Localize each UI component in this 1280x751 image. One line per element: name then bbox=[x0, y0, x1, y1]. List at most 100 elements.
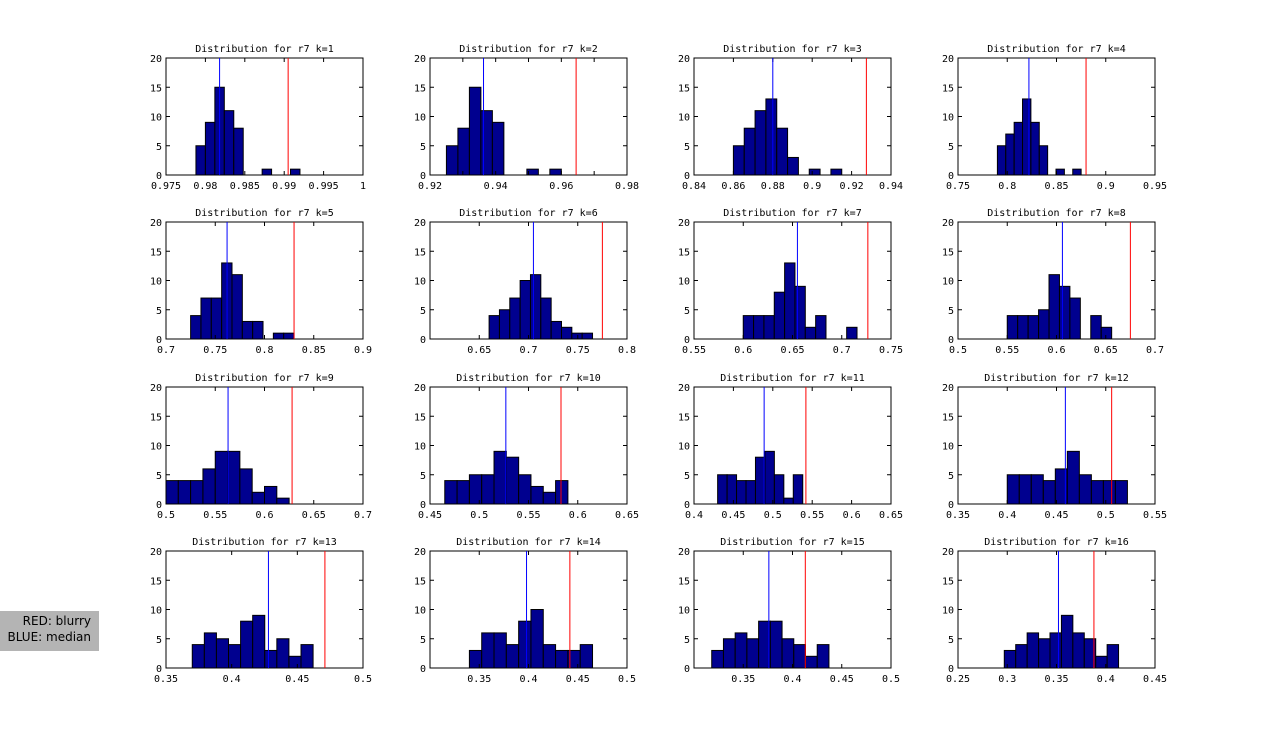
x-tick-label: 0.75 bbox=[566, 345, 590, 356]
x-tick-label: 0.92 bbox=[418, 181, 442, 192]
y-tick-label: 20 bbox=[942, 383, 954, 394]
y-tick-label: 20 bbox=[678, 383, 690, 394]
histogram-bar bbox=[787, 156, 799, 176]
histogram-bar bbox=[498, 309, 511, 340]
histogram-bar bbox=[1005, 133, 1015, 176]
x-tick-label: 0.92 bbox=[840, 181, 864, 192]
histogram-bar bbox=[1038, 638, 1051, 669]
y-tick-label: 20 bbox=[678, 54, 690, 65]
x-tick-label: 0.9 bbox=[354, 345, 372, 356]
x-tick-label: 0.75 bbox=[879, 345, 903, 356]
x-tick-label: 0.8 bbox=[998, 181, 1016, 192]
y-tick-label: 5 bbox=[156, 306, 162, 317]
histogram-panel: Distribution for r7 k=3 0 5 10 15 20 0.84 0.86 0… bbox=[678, 44, 903, 192]
x-tick-label: 0.96 bbox=[549, 181, 573, 192]
y-tick-label: 15 bbox=[150, 247, 162, 258]
x-tick-label: 0.35 bbox=[467, 674, 491, 685]
histogram-bar bbox=[283, 332, 295, 340]
y-tick-label: 0 bbox=[420, 171, 426, 182]
histogram-bar bbox=[1058, 285, 1071, 340]
histogram-bar bbox=[264, 649, 278, 669]
histogram-panel: Distribution for r7 k=11 0 5 10 15 20 0.4 0.45 0… bbox=[678, 373, 903, 521]
panel-title: Distribution for r7 k=6 bbox=[459, 208, 597, 219]
x-tick-label: 0.995 bbox=[309, 181, 339, 192]
y-tick-label: 20 bbox=[678, 547, 690, 558]
histogram-bar bbox=[215, 638, 230, 669]
panel-title: Distribution for r7 k=12 bbox=[984, 373, 1129, 384]
x-tick-label: 0.8 bbox=[255, 345, 273, 356]
panel-title: Distribution for r7 k=10 bbox=[456, 373, 601, 384]
x-tick-label: 0.9 bbox=[803, 181, 821, 192]
histogram-bar bbox=[765, 98, 778, 176]
histogram-bar bbox=[1048, 274, 1060, 340]
histogram-bar bbox=[190, 480, 204, 505]
y-tick-label: 20 bbox=[150, 383, 162, 394]
histogram-bar bbox=[542, 491, 557, 505]
histogram-bar bbox=[1038, 145, 1049, 176]
y-tick-label: 10 bbox=[678, 113, 690, 124]
x-tick-label: 0.25 bbox=[946, 674, 970, 685]
histogram-bar bbox=[1069, 297, 1081, 340]
histogram-bar bbox=[214, 450, 229, 505]
x-tick-label: 0.5 bbox=[949, 345, 967, 356]
panel-title: Distribution for r7 k=9 bbox=[195, 373, 333, 384]
histogram-bar bbox=[1100, 326, 1113, 340]
y-tick-label: 0 bbox=[156, 335, 162, 346]
histogram-bar bbox=[726, 474, 738, 505]
x-tick-label: 0.5 bbox=[618, 674, 636, 685]
y-tick-label: 20 bbox=[150, 218, 162, 229]
y-tick-label: 20 bbox=[414, 54, 426, 65]
x-tick-label: 0.5 bbox=[764, 510, 782, 521]
x-tick-label: 0.85 bbox=[302, 345, 326, 356]
panel-title: Distribution for r7 k=5 bbox=[195, 208, 333, 219]
x-tick-label: 0.4 bbox=[998, 510, 1016, 521]
x-tick-label: 0.7 bbox=[1146, 345, 1164, 356]
x-tick-label: 0.75 bbox=[946, 181, 970, 192]
histogram-bar bbox=[1006, 474, 1020, 505]
x-tick-label: 0.8 bbox=[618, 345, 636, 356]
histogram-bar bbox=[261, 168, 273, 176]
x-tick-label: 0.7 bbox=[157, 345, 175, 356]
y-tick-label: 20 bbox=[942, 218, 954, 229]
x-tick-label: 0.45 bbox=[721, 510, 745, 521]
y-tick-label: 15 bbox=[678, 412, 690, 423]
y-tick-label: 10 bbox=[678, 277, 690, 288]
y-tick-label: 5 bbox=[948, 306, 954, 317]
histogram-bar bbox=[491, 121, 505, 176]
histogram-bar bbox=[1013, 121, 1024, 176]
histogram-bar bbox=[233, 127, 244, 176]
y-tick-label: 5 bbox=[420, 142, 426, 153]
x-tick-label: 0.3 bbox=[998, 674, 1016, 685]
histogram-bar bbox=[505, 644, 520, 669]
y-tick-label: 5 bbox=[684, 142, 690, 153]
histogram-bar bbox=[1106, 644, 1120, 669]
x-tick-label: 0.65 bbox=[879, 510, 903, 521]
x-tick-label: 0.7 bbox=[833, 345, 851, 356]
histogram-bar bbox=[252, 320, 264, 340]
histogram-bar bbox=[251, 491, 265, 505]
histogram-bar bbox=[241, 320, 254, 340]
legend-red-label: RED: blurry bbox=[22, 614, 91, 628]
histogram-bar bbox=[203, 632, 217, 669]
histogram-bar bbox=[804, 326, 817, 340]
y-tick-label: 20 bbox=[150, 54, 162, 65]
x-tick-label: 0.9 bbox=[1097, 181, 1115, 192]
panel-title: Distribution for r7 k=16 bbox=[984, 537, 1129, 548]
x-tick-label: 0.45 bbox=[1044, 510, 1068, 521]
y-tick-label: 10 bbox=[414, 442, 426, 453]
histogram-bar bbox=[288, 655, 302, 669]
y-tick-label: 0 bbox=[948, 171, 954, 182]
y-tick-label: 10 bbox=[414, 277, 426, 288]
histogram-bar bbox=[1030, 474, 1044, 505]
x-tick-label: 0.985 bbox=[230, 181, 260, 192]
histogram-bar bbox=[518, 474, 532, 505]
panel-title: Distribution for r7 k=4 bbox=[987, 44, 1125, 55]
histogram-bar bbox=[722, 638, 736, 669]
histogram-bar bbox=[846, 326, 858, 340]
y-tick-label: 10 bbox=[942, 277, 954, 288]
y-tick-label: 15 bbox=[942, 576, 954, 587]
y-tick-label: 5 bbox=[948, 142, 954, 153]
histogram-bar bbox=[468, 649, 483, 669]
panel-title: Distribution for r7 k=1 bbox=[195, 44, 333, 55]
x-tick-label: 0.55 bbox=[800, 510, 824, 521]
